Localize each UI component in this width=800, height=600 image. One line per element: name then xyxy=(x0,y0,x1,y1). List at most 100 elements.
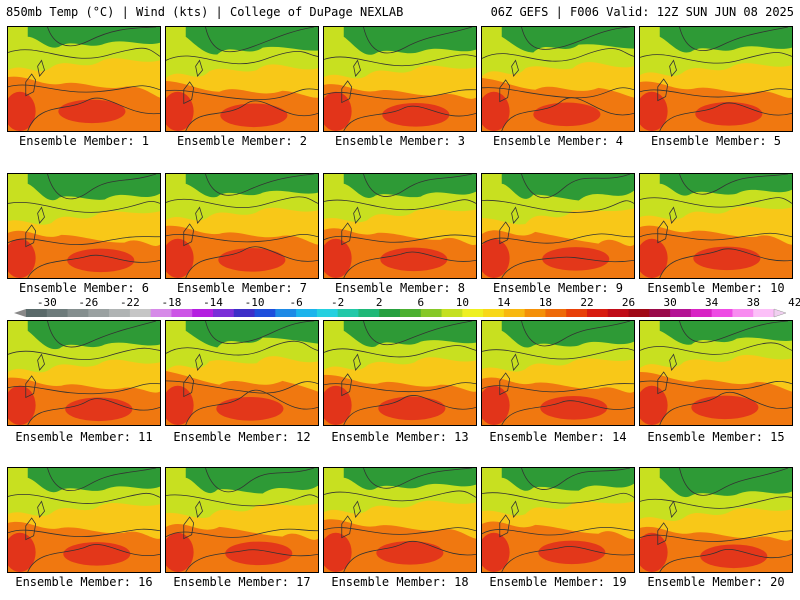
contour-line xyxy=(640,342,792,355)
warm-core-west xyxy=(640,385,668,425)
contour-line xyxy=(640,530,792,542)
temperature-map xyxy=(324,468,476,572)
colorbar-swatch xyxy=(420,309,443,317)
contour-line xyxy=(521,27,631,50)
colorbar-swatch xyxy=(441,309,463,317)
member-label: Ensemble Member: 4 xyxy=(492,134,624,148)
terrain-outline xyxy=(183,223,195,247)
colorbar-swatch xyxy=(171,309,193,317)
terrain-outline xyxy=(499,514,511,538)
warm-core xyxy=(542,247,610,271)
colorbar-swatch xyxy=(358,309,380,317)
map-panel-member-5 xyxy=(639,26,793,132)
contour-line xyxy=(679,468,789,496)
contour-line xyxy=(324,527,476,535)
contour-line xyxy=(640,88,792,98)
map-panel-member-4 xyxy=(481,26,635,132)
temperature-map xyxy=(482,27,634,131)
colorbar-swatch xyxy=(296,309,318,317)
contour-line xyxy=(185,246,318,278)
colorbar-tick-label: 2 xyxy=(376,296,383,309)
cool-region xyxy=(27,468,160,493)
contour-line xyxy=(324,199,476,211)
contour-line xyxy=(8,84,160,93)
warm-core-west xyxy=(166,532,194,572)
terrain-outline xyxy=(511,500,519,518)
colorbar-swatch xyxy=(649,309,671,317)
warm-core xyxy=(380,247,448,272)
contour-line xyxy=(659,391,792,425)
colorbar-left-arrow xyxy=(14,309,26,317)
cool-region xyxy=(501,174,634,201)
contour-line xyxy=(363,468,473,489)
contour-line xyxy=(482,48,634,62)
cool-region xyxy=(185,27,318,55)
temperature-map xyxy=(324,174,476,278)
contour-line xyxy=(521,321,631,347)
warm-core-west xyxy=(640,238,668,278)
contour-line xyxy=(166,380,318,394)
colorbar-swatch xyxy=(545,309,567,317)
terrain-outline xyxy=(183,81,195,105)
map-panel-member-8 xyxy=(323,173,477,279)
map-panel-member-6 xyxy=(7,173,161,279)
warm-core xyxy=(533,102,601,127)
warm-core-west xyxy=(640,91,668,131)
contour-line xyxy=(205,174,315,196)
colorbar-swatch xyxy=(192,309,214,317)
map-panel-member-9 xyxy=(481,173,635,279)
colorbar-tick-label: -26 xyxy=(78,296,98,309)
colorbar-swatch xyxy=(732,309,754,317)
temperature-map xyxy=(640,468,792,572)
colorbar-tick-label: 42 xyxy=(788,296,800,309)
contour-line xyxy=(501,97,634,131)
warm-core xyxy=(540,396,608,420)
colorbar-tick-label: 30 xyxy=(663,296,676,309)
terrain-outline xyxy=(669,500,677,518)
map-panel-member-20 xyxy=(639,467,793,573)
contour-line xyxy=(343,251,476,278)
contour-line xyxy=(640,52,792,64)
contour-line xyxy=(205,27,315,53)
contour-line xyxy=(324,89,476,100)
warm-core-west xyxy=(166,238,194,278)
contour-line xyxy=(8,200,160,213)
member-label: Ensemble Member: 12 xyxy=(173,430,311,444)
terrain-outline xyxy=(499,79,511,103)
contour-line xyxy=(47,27,157,47)
colorbar-swatch xyxy=(462,309,484,317)
colorbar-tick-label: -2 xyxy=(331,296,344,309)
contour-line xyxy=(324,345,476,358)
temperature-map xyxy=(324,321,476,425)
contour-line xyxy=(47,321,157,348)
warm-core xyxy=(67,248,135,273)
colorbar-tick-label: -22 xyxy=(120,296,140,309)
cool-region xyxy=(27,174,160,201)
colorbar-swatch xyxy=(46,309,69,317)
colorbar-swatch xyxy=(316,309,339,317)
member-label: Ensemble Member: 10 xyxy=(647,281,785,295)
terrain-outline xyxy=(499,372,511,396)
colorbar-swatch xyxy=(670,309,692,317)
cool-region xyxy=(501,27,634,53)
contour-line xyxy=(482,526,634,536)
warm-core-west xyxy=(324,385,352,425)
contour-line xyxy=(501,546,634,572)
contour-line xyxy=(363,321,473,345)
member-label: Ensemble Member: 1 xyxy=(18,134,150,148)
terrain-outline xyxy=(353,59,361,77)
colorbar-swatch xyxy=(88,309,110,317)
cool-region xyxy=(185,321,318,348)
colorbar-swatch xyxy=(129,309,152,317)
contour-line xyxy=(482,492,634,504)
terrain-outline xyxy=(25,73,37,97)
contour-line xyxy=(27,254,160,278)
warm-core-west xyxy=(166,385,194,425)
warm-core xyxy=(378,396,446,421)
colorbar-tick-label: 10 xyxy=(456,296,469,309)
member-label: Ensemble Member: 19 xyxy=(489,575,627,589)
warm-core xyxy=(216,397,284,421)
temperature-map xyxy=(640,321,792,425)
warm-core-west xyxy=(8,238,36,278)
colorbar-tick-label: 38 xyxy=(747,296,760,309)
